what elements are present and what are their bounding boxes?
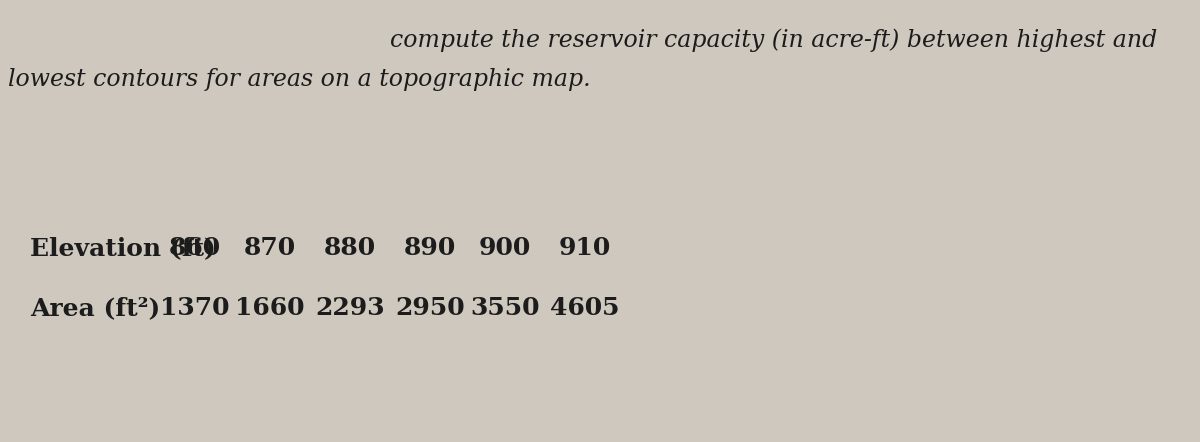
Text: Elevation (ft): Elevation (ft) — [30, 236, 216, 260]
Text: 880: 880 — [324, 236, 376, 260]
Text: 1370: 1370 — [161, 296, 229, 320]
Text: Area (ft²): Area (ft²) — [30, 296, 161, 320]
Text: lowest contours for areas on a topographic map.: lowest contours for areas on a topograph… — [8, 68, 590, 91]
Text: 2950: 2950 — [395, 296, 464, 320]
Text: 1660: 1660 — [235, 296, 305, 320]
Text: 2293: 2293 — [316, 296, 385, 320]
Text: 3550: 3550 — [470, 296, 540, 320]
Text: 900: 900 — [479, 236, 532, 260]
Text: 910: 910 — [559, 236, 611, 260]
Text: compute the reservoir capacity (in acre-ft) between highest and: compute the reservoir capacity (in acre-… — [390, 28, 1157, 52]
Text: 890: 890 — [404, 236, 456, 260]
Text: 870: 870 — [244, 236, 296, 260]
Text: 860: 860 — [169, 236, 221, 260]
Text: 4605: 4605 — [551, 296, 619, 320]
